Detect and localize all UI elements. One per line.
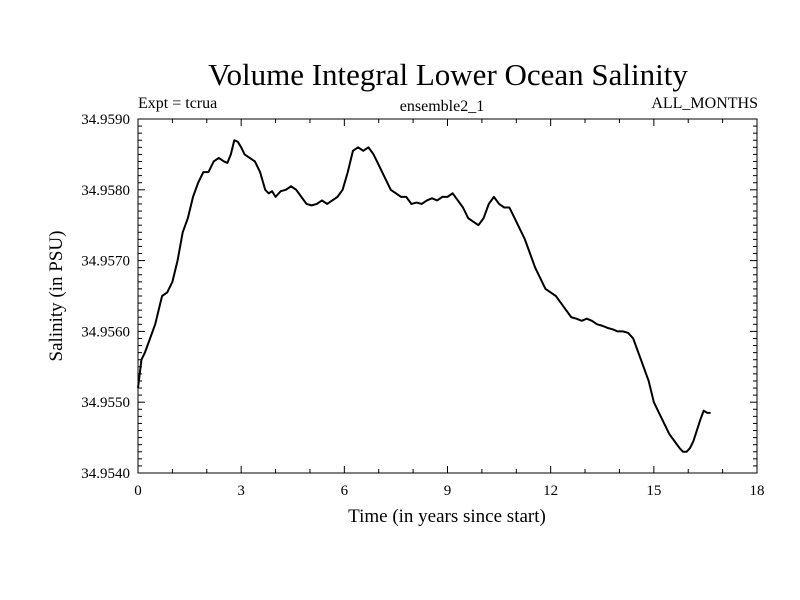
- subtitle-experiment: Expt = tcrua: [138, 95, 217, 112]
- plot-frame: [137, 118, 758, 474]
- y-tick-label: 34.9590: [81, 112, 130, 128]
- chart-title: Volume Integral Lower Ocean Salinity: [208, 57, 688, 92]
- y-tick-label: 34.9540: [81, 466, 130, 482]
- subtitle-ensemble: ensemble2_1: [400, 98, 484, 115]
- x-axis-label: Time (in years since start): [348, 506, 546, 527]
- x-tick-label: 15: [646, 483, 661, 499]
- subtitle-months: ALL_MONTHS: [651, 95, 758, 112]
- x-tick-label: 6: [341, 483, 349, 499]
- y-tick-label: 34.9570: [81, 254, 130, 270]
- tick-labels: 0 3 6 9 12 15 18 34.9540 34.9550 34.9560 34.9570 34…: [81, 112, 764, 499]
- salinity-line: [137, 139, 711, 453]
- y-tick-label: 34.9560: [81, 324, 130, 340]
- x-tick-label: 9: [444, 483, 452, 499]
- axis-ticks: [137, 118, 758, 474]
- y-tick-label: 34.9580: [81, 183, 130, 199]
- x-tick-label: 3: [237, 483, 245, 499]
- x-tick-label: 0: [134, 483, 142, 499]
- y-tick-label: 34.9550: [81, 395, 130, 411]
- x-tick-label: 12: [543, 483, 558, 499]
- x-tick-label: 18: [750, 483, 765, 499]
- y-axis-label: Salinity (in PSU): [46, 231, 67, 362]
